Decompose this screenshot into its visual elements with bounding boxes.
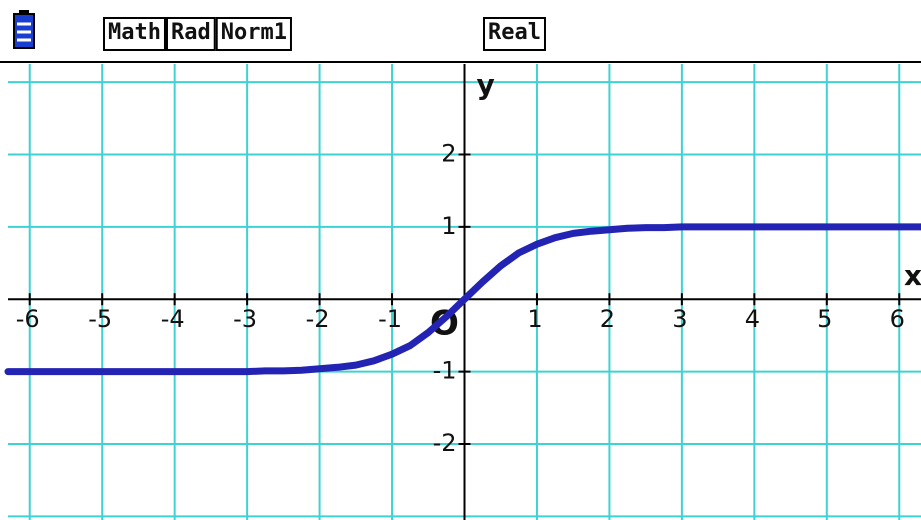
x-tick-label: -5 [88, 305, 112, 333]
x-tick-label: 4 [745, 305, 760, 333]
mode-label: Norm1 [221, 20, 287, 45]
calculator-screen: Math Rad Norm1 Real -6 -5 -4 -3 -2 -1 1 2 3 4 5 6 -2 -1 1… [0, 0, 921, 520]
mode-label: Real [488, 20, 541, 45]
x-tick-label: 2 [600, 305, 615, 333]
x-tick-label: -4 [161, 305, 185, 333]
y-tick-label: 1 [441, 212, 456, 240]
x-tick-label: 5 [817, 305, 832, 333]
y-tick-label: -2 [433, 429, 457, 457]
y-tick-label: -1 [433, 357, 457, 385]
x-tick-label: 3 [672, 305, 687, 333]
x-tick-label: -1 [378, 305, 402, 333]
x-tick-label: -3 [233, 305, 257, 333]
x-tick-label: 1 [527, 305, 542, 333]
battery-cap [19, 10, 29, 15]
mode-label: Math [108, 20, 161, 45]
mode-label: Rad [171, 20, 211, 45]
y-axis-label: y [477, 68, 495, 101]
x-tick-label: -6 [16, 305, 40, 333]
x-tick-label: -2 [306, 305, 330, 333]
x-tick-label: 6 [890, 305, 905, 333]
y-tick-label: 2 [441, 139, 456, 167]
status-bar: Math Rad Norm1 Real [0, 10, 921, 62]
x-axis-label: x [904, 259, 921, 292]
